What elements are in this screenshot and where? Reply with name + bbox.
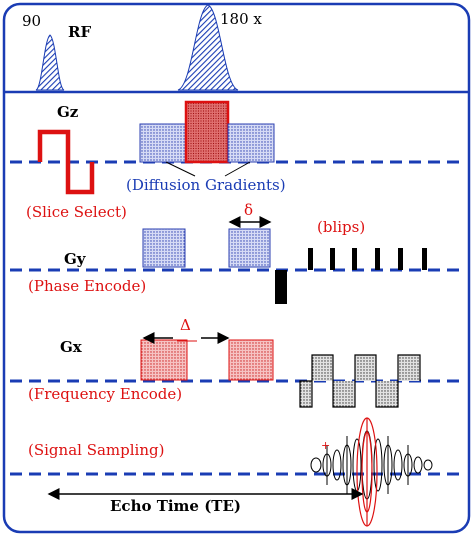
echo-lobe bbox=[393, 449, 403, 481]
echo-plus-mark: + bbox=[321, 439, 330, 452]
rf-pulse-90 bbox=[35, 34, 65, 91]
rf-180-label: 180 x bbox=[220, 10, 262, 28]
echo-lobe bbox=[413, 456, 423, 474]
gz-slice-refocus-box bbox=[184, 100, 230, 164]
echo-time-label: Echo Time (TE) bbox=[110, 497, 241, 515]
gy-label: Gy bbox=[64, 250, 87, 268]
gy-delta-label: δ bbox=[244, 201, 253, 219]
gx-diffusion-box-right bbox=[228, 339, 274, 381]
gx-frequency-encode-label: (Frequency Encode) bbox=[28, 385, 182, 403]
rf-90-label: 90 bbox=[22, 12, 41, 30]
gy-blip-group bbox=[308, 248, 427, 270]
echo-center-highlight: + bbox=[321, 417, 378, 527]
echo-lobe bbox=[332, 449, 342, 481]
gx-delta-label: Δ bbox=[180, 316, 191, 334]
gx-readout-gradient bbox=[311, 354, 421, 408]
gy-blip bbox=[375, 248, 380, 270]
gz-diffusion-pointer-right bbox=[224, 161, 251, 177]
gy-diffusion-box-left bbox=[142, 228, 186, 268]
gx-label: Gx bbox=[60, 338, 83, 356]
gz-label: Gz bbox=[57, 103, 79, 121]
echo-lobe bbox=[423, 459, 433, 471]
gy-blip bbox=[308, 248, 313, 270]
gz-diffusion-pointer-left bbox=[165, 161, 196, 177]
gy-diffusion-box-right bbox=[228, 228, 271, 268]
gy-phase-prewinder bbox=[275, 270, 287, 304]
rf-channel-label: RF bbox=[68, 23, 91, 41]
gz-diffusion-box-left bbox=[139, 123, 187, 163]
gy-blip bbox=[398, 248, 403, 270]
gy-phase-encode-label: (Phase Encode) bbox=[28, 277, 146, 295]
echo-signal bbox=[310, 430, 433, 500]
gx-readout-negative-lobe bbox=[299, 380, 313, 408]
gy-blip bbox=[422, 248, 427, 270]
echo-lobe bbox=[373, 438, 383, 492]
gz-diffusion-box-right bbox=[227, 123, 275, 163]
gz-diffusion-label: (Diffusion Gradients) bbox=[126, 176, 286, 194]
signal-sampling-label: (Signal Sampling) bbox=[28, 441, 164, 459]
gy-blips-label: (blips) bbox=[317, 218, 365, 236]
gx-diffusion-box-left bbox=[140, 339, 188, 381]
gz-slice-select-label: (Slice Select) bbox=[26, 203, 127, 221]
gy-blip bbox=[352, 248, 357, 270]
gz-slice-select-gradient bbox=[37, 129, 95, 195]
gy-blip bbox=[330, 248, 335, 270]
echo-lobe bbox=[310, 457, 322, 473]
rf-pulse-180 bbox=[177, 4, 239, 91]
